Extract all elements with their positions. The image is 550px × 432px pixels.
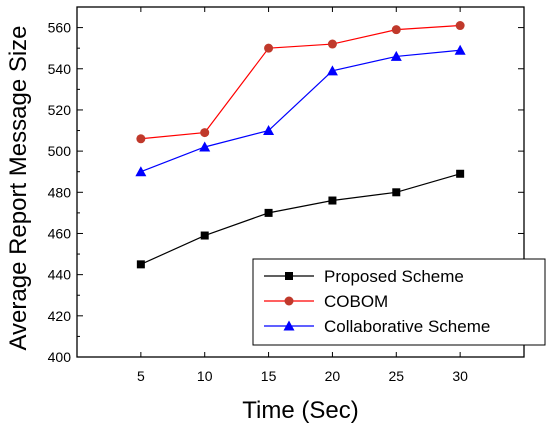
legend-item: Proposed Scheme [264,267,464,286]
y-tick-label: 520 [48,102,72,118]
data-point [284,296,294,306]
data-point [391,25,401,35]
data-point [136,260,145,269]
ticks: 5 10 15 20 25 30 400 420 440 460 480 500 520 540 560 [48,6,524,384]
plot-frame [76,6,525,358]
series-cobom [136,21,465,144]
data-point [199,141,211,152]
y-tick-label: 540 [48,61,72,77]
series-layer [135,21,466,269]
data-point [285,272,293,280]
y-tick-label: 460 [48,225,72,241]
x-tick-label: 30 [452,368,468,384]
legend-label: Collaborative Scheme [324,317,490,336]
data-point [135,166,147,177]
data-point [455,21,465,31]
data-point [327,39,337,49]
legend: Proposed Scheme COBOM Collaborative Scheme [252,258,546,346]
x-tick-label: 15 [261,368,277,384]
x-tick-label: 10 [197,368,213,384]
data-point [392,188,401,197]
x-tick-label: 20 [325,368,341,384]
data-point [456,169,465,178]
data-point [326,65,338,76]
legend-label: COBOM [324,292,388,311]
series-collaborative-scheme [135,44,466,177]
data-point [136,134,146,144]
data-point [390,50,402,61]
y-tick-label: 420 [48,308,72,324]
series-line [140,24,461,140]
data-point [200,128,210,138]
x-axis-title: Time (Sec) [242,397,358,424]
legend-label: Proposed Scheme [324,267,464,286]
data-point [454,44,466,55]
x-tick-label: 25 [388,368,404,384]
x-tick-label: 5 [137,368,145,384]
data-point [264,43,274,53]
series-line [140,173,461,265]
y-tick-label: 500 [48,143,72,159]
y-tick-label: 400 [48,349,72,365]
series-line [140,49,461,173]
y-axis-title: Average Report Message Size [5,25,32,350]
legend-box [252,258,546,346]
y-tick-label: 560 [48,20,72,36]
axes [76,6,525,358]
series-proposed-scheme [136,169,465,269]
y-tick-label: 480 [48,184,72,200]
data-point [264,208,273,217]
legend-item: COBOM [264,292,388,311]
data-point [263,125,275,136]
y-tick-label: 440 [48,267,72,283]
legend-item: Collaborative Scheme [264,317,490,336]
data-point [200,231,209,240]
data-point [328,196,337,205]
data-point [283,320,295,331]
